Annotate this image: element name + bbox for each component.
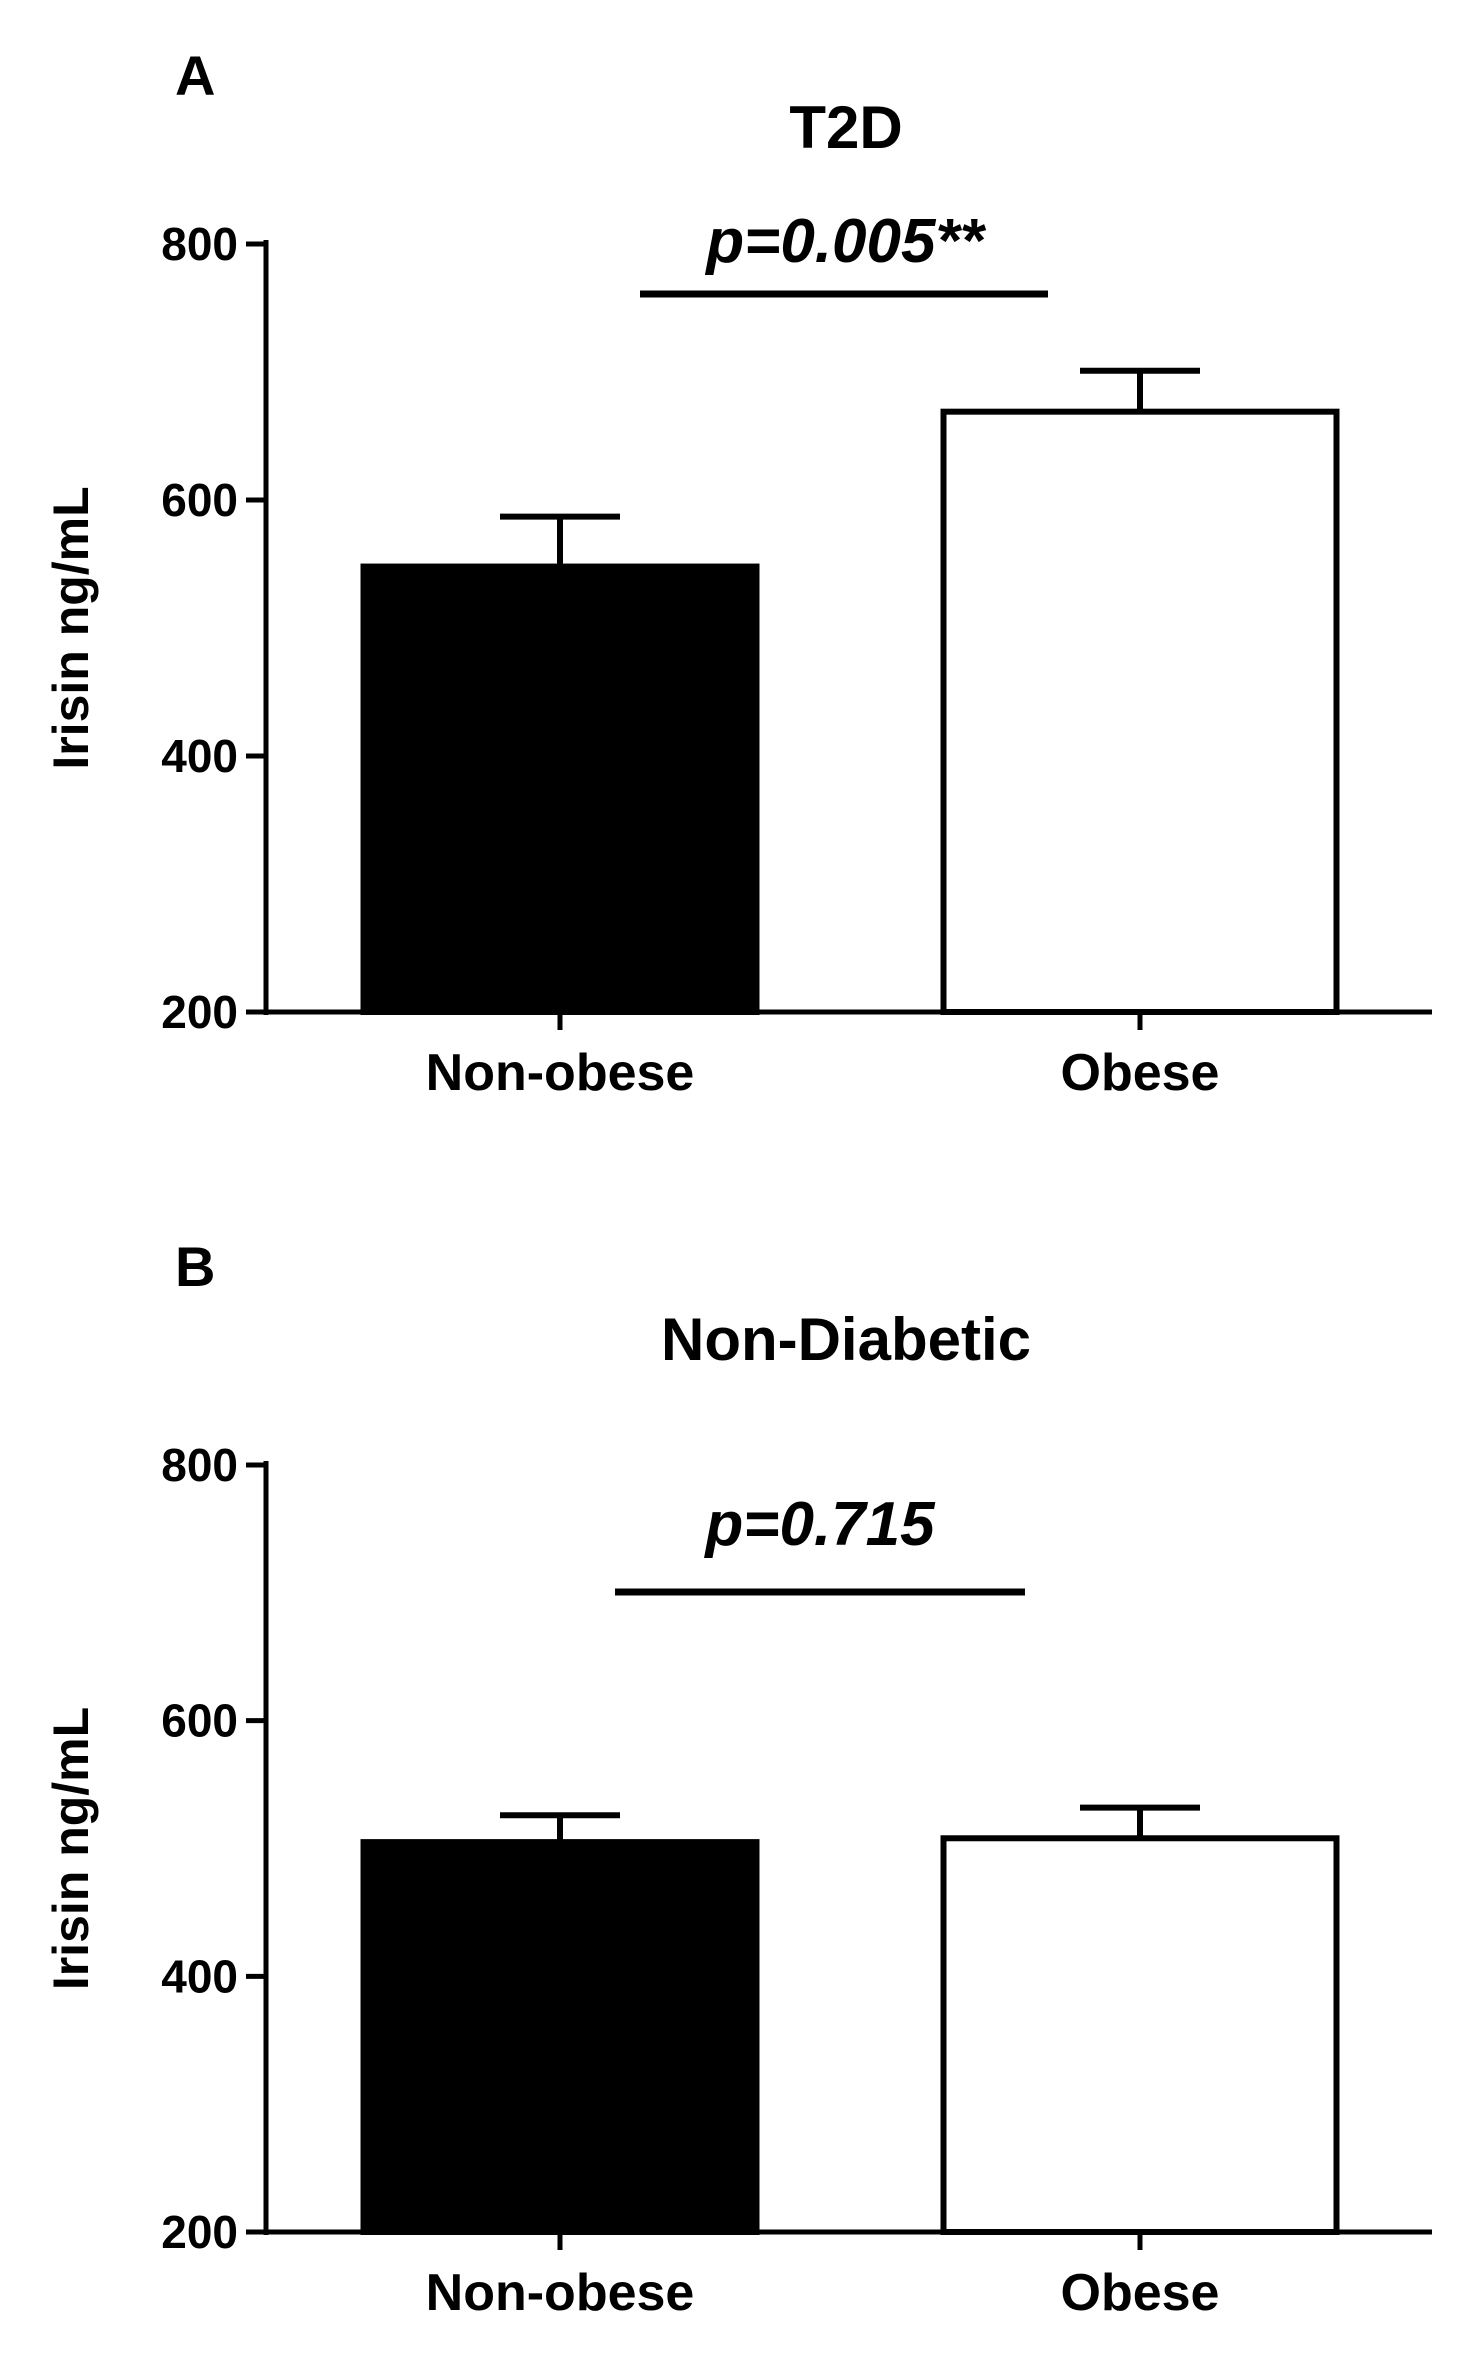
p-value-annotation: p=0.715 (703, 1490, 936, 1559)
panel-letter: B (175, 1235, 215, 1298)
bar-non-obese (360, 1839, 760, 2235)
y-axis-label: Irisin ng/mL (43, 1707, 99, 1990)
y-axis-label: Irisin ng/mL (43, 486, 99, 769)
y-tick-label: 800 (161, 218, 238, 270)
bar-obese (940, 1835, 1340, 2235)
x-tick-label: Obese (1061, 1044, 1220, 1102)
chart-title: T2D (789, 94, 902, 161)
x-tick-label: Non-obese (426, 2264, 695, 2322)
y-tick-label: 400 (161, 730, 238, 782)
panel-a: A T2D Irisin ng/mL Non-obese Obese 200 400 600 8… (43, 44, 1432, 1102)
chart-title: Non-Diabetic (661, 1306, 1031, 1373)
y-tick-label: 200 (161, 2206, 238, 2258)
y-tick-label: 200 (161, 986, 238, 1038)
x-tick-label: Obese (1061, 2264, 1220, 2322)
panel-letter: A (175, 44, 215, 107)
y-tick-label: 600 (161, 474, 238, 526)
bar-obese (940, 408, 1340, 1015)
y-tick-label: 600 (161, 1695, 238, 1747)
y-tick-label: 800 (161, 1439, 238, 1491)
panel-b: B Non-Diabetic Irisin ng/mL Non-obese Obese 2… (43, 1235, 1432, 2322)
p-value-annotation: p=0.005** (704, 207, 986, 276)
bar-non-obese (360, 563, 760, 1015)
y-tick-label: 400 (161, 1950, 238, 2002)
x-tick-label: Non-obese (426, 1044, 695, 1102)
